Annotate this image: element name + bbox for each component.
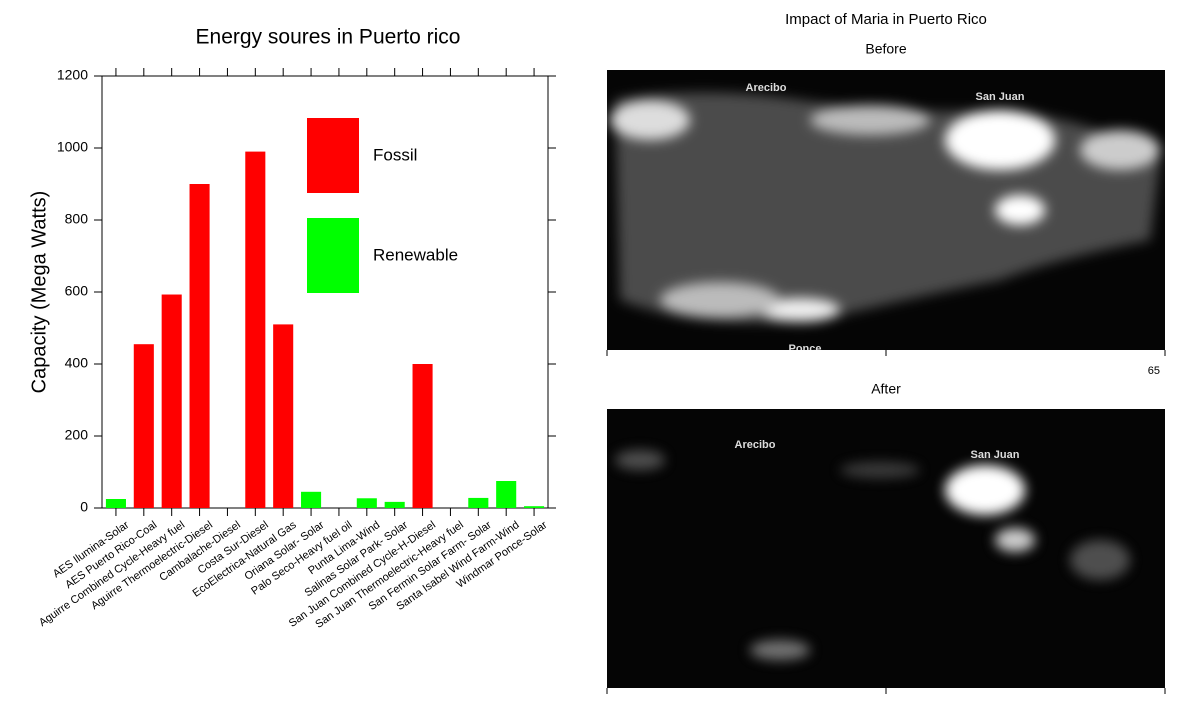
bar	[468, 497, 489, 508]
y-tick-label: 200	[65, 427, 89, 443]
bar	[496, 481, 517, 508]
bar	[412, 364, 433, 508]
bar	[105, 499, 126, 508]
place-label: Arecibo	[746, 82, 787, 94]
note: 65	[1148, 365, 1160, 377]
image-frame-ticks	[606, 350, 1166, 694]
bar	[524, 506, 545, 508]
place-label: Arecibo	[735, 439, 776, 451]
y-axis-label: Capacity (Mega Watts)	[28, 191, 50, 394]
place-label: Ponce	[788, 343, 821, 355]
bar	[384, 501, 405, 508]
images-title: Impact of Maria in Puerto Rico	[785, 11, 987, 28]
y-tick-label: 600	[65, 283, 89, 299]
legend-label: Fossil	[373, 145, 417, 164]
before-image: Arecibo San Juan Ponce	[607, 70, 1165, 355]
place-label: San Juan	[976, 91, 1025, 103]
y-tick-label: 400	[65, 355, 89, 371]
bar	[245, 151, 266, 508]
panel-title: Before	[865, 41, 906, 57]
y-tick-label: 0	[80, 499, 88, 515]
panel-title: After	[871, 381, 901, 397]
y-tick-label: 800	[65, 211, 89, 227]
chart-title: Energy soures in Puerto rico	[196, 26, 461, 49]
bar	[133, 344, 154, 508]
y-tick-label: 1000	[57, 139, 88, 155]
legend-label: Renewable	[373, 245, 458, 264]
bar	[356, 498, 377, 508]
y-tick-label: 1200	[57, 67, 88, 83]
legend-swatch	[307, 118, 359, 193]
bar	[273, 324, 294, 508]
place-label: San Juan	[971, 449, 1020, 461]
legend-swatch	[307, 218, 359, 293]
bar	[161, 294, 182, 508]
after-image: Arecibo San Juan	[607, 409, 1165, 688]
bar	[301, 491, 322, 508]
bar	[189, 184, 210, 508]
